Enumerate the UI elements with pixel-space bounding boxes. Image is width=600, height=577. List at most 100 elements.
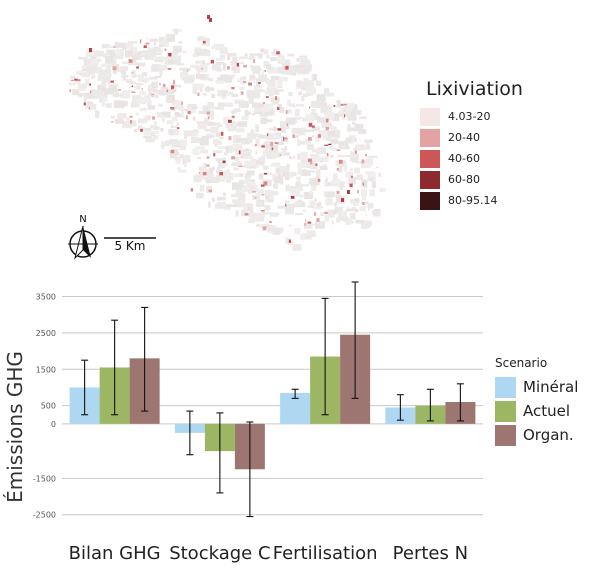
map-land-cell: [158, 36, 167, 44]
map-land-cell: [339, 160, 347, 168]
map-land-cell: [279, 151, 285, 156]
map-parcel: [145, 42, 150, 45]
map-parcel: [122, 104, 125, 109]
map-parcel: [131, 85, 133, 87]
map-parcel: [285, 203, 287, 207]
map-land-cell: [326, 191, 336, 197]
map-parcel: [227, 66, 230, 70]
map-land-cell: [179, 154, 184, 158]
map-parcel: [254, 197, 257, 199]
map-parcel: [265, 91, 267, 96]
map-parcel: [355, 150, 357, 154]
map-land-cell: [141, 127, 145, 131]
map-parcel: [314, 212, 317, 216]
map-land-cell: [252, 102, 258, 108]
map-land-cell: [349, 108, 357, 116]
map-land-cell: [129, 119, 137, 127]
map-land-cell: [166, 113, 171, 116]
map-land-cell: [336, 154, 345, 158]
map-land-cell: [335, 195, 342, 203]
map-land-cell: [268, 91, 274, 97]
map-land-cell: [149, 125, 156, 129]
map-parcel: [111, 121, 114, 123]
map-parcel: [336, 167, 339, 171]
map-land-cell: [266, 119, 273, 122]
map-land-cell: [193, 149, 200, 155]
map-land-cell: [239, 77, 243, 84]
map-parcel: [365, 214, 367, 216]
map-land-cell: [121, 75, 129, 78]
map-land-cell: [167, 59, 178, 65]
map-land-cell: [179, 139, 188, 146]
map-land-cell: [207, 102, 214, 109]
map-parcel: [162, 83, 166, 88]
map-land-cell: [154, 89, 165, 95]
map-parcel: [286, 164, 290, 167]
map-land-cell: [370, 155, 378, 158]
map-parcel: [176, 122, 179, 126]
map-parcel: [248, 82, 252, 86]
map-land-cell: [320, 212, 325, 216]
y-tick-label: 1500: [36, 365, 56, 374]
legend-label: Minéral: [523, 378, 579, 396]
map-land-cell: [318, 130, 329, 138]
map-land-cell: [236, 199, 246, 208]
map-parcel: [155, 95, 158, 99]
map-land-cell: [166, 34, 175, 42]
map-parcel: [317, 178, 321, 182]
map-land-cell: [182, 161, 187, 165]
map-land-cell: [333, 209, 337, 215]
legend-swatch: [495, 376, 516, 398]
map-land-cell: [117, 115, 123, 119]
map-parcel: [262, 226, 267, 231]
map-parcel: [274, 126, 276, 130]
map-land-cell: [379, 188, 386, 192]
map-parcel: [343, 109, 346, 112]
map-land-cell: [248, 218, 255, 224]
map-land-cell: [364, 139, 373, 144]
map-land-cell: [159, 43, 164, 47]
map-land-cell: [200, 48, 208, 55]
map-land-cell: [257, 145, 261, 148]
map-parcel: [176, 127, 180, 129]
map-land-cell: [360, 221, 368, 230]
map-land-cell: [290, 188, 301, 197]
map-land-cell: [304, 139, 312, 145]
map-parcel: [238, 165, 243, 167]
map-land-cell: [137, 62, 146, 67]
map-land-cell: [129, 81, 136, 85]
map-parcel: [89, 83, 91, 86]
map-parcel: [233, 121, 235, 123]
map-land-cell: [268, 145, 279, 153]
map-land-cell: [347, 115, 357, 121]
map-land-cell: [136, 96, 146, 104]
map-land-cell: [225, 204, 236, 208]
map-land-cell: [152, 126, 160, 130]
map-land-cell: [177, 106, 185, 111]
map-land-cell: [298, 194, 304, 198]
map-land-cell: [228, 92, 234, 95]
map-parcel: [205, 49, 208, 52]
map-parcel: [118, 89, 122, 91]
map-land-cell: [353, 148, 358, 154]
map-land-cell: [95, 57, 99, 65]
map-land-cell: [264, 205, 271, 211]
map-land-cell: [125, 50, 133, 58]
map-land-cell: [196, 192, 204, 199]
map-land-cell: [161, 141, 170, 147]
map-land-cell: [327, 209, 335, 218]
map-land-cell: [219, 137, 224, 140]
map-land-cell: [145, 138, 155, 143]
map-land-cell: [183, 70, 188, 76]
map-land-cell: [192, 84, 203, 90]
map-land-cell: [304, 222, 313, 229]
map-land-cell: [192, 129, 198, 137]
map-land-cell: [196, 74, 206, 79]
map-parcel: [170, 107, 175, 111]
map-land-cell: [266, 64, 271, 70]
map-land-cell: [256, 102, 261, 110]
map-legend-label: 80-95.14: [448, 194, 498, 207]
map-land-cell: [348, 135, 355, 141]
map-parcel: [231, 86, 235, 90]
map-land-cell: [100, 63, 107, 68]
